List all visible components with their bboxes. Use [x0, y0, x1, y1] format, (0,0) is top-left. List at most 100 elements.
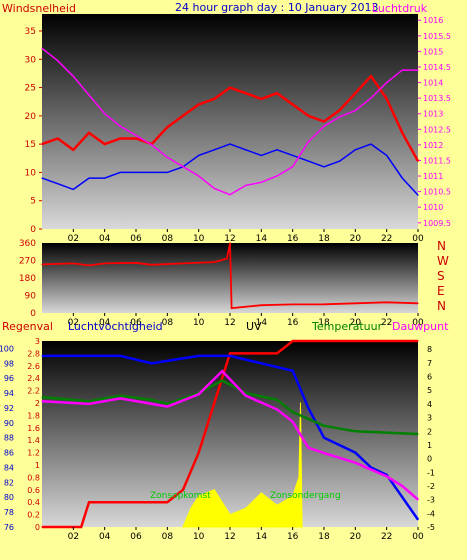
pressure-line-point — [229, 194, 231, 196]
direction-tick-label: 90 — [25, 292, 37, 302]
temperature-line-point — [221, 380, 223, 382]
humidity-line-point — [229, 355, 231, 357]
x-tick-label: 20 — [350, 234, 362, 244]
uv-point — [260, 492, 262, 494]
pressure-tick-label: 1010.5 — [423, 188, 451, 197]
x-tick-label: 14 — [256, 234, 268, 244]
temperature-line-point — [386, 432, 388, 434]
temperature-line-point — [245, 392, 247, 394]
pressure-line-point — [166, 156, 168, 158]
humidity-tick-label: 76 — [4, 523, 14, 532]
wind-tick-label: 20 — [25, 112, 37, 122]
pressure-tick-label: 1011 — [423, 172, 443, 181]
rain-tick-label: 2 — [35, 399, 40, 408]
temperature-tick-label: -2 — [427, 482, 435, 491]
humidity-line-point — [151, 362, 153, 364]
wind-gust-line-point — [166, 171, 168, 173]
direction-line-point — [72, 262, 74, 264]
rain-tick-label: 0 — [35, 523, 40, 532]
x-tick-label: 08 — [162, 234, 174, 244]
wind-speed-line-point — [57, 137, 59, 140]
wind-tick-label: 0 — [30, 225, 36, 235]
direction-line-point — [151, 264, 153, 266]
temperature-line-point — [166, 403, 168, 405]
humidity-line-point — [401, 496, 403, 498]
uv-point — [299, 402, 302, 404]
pressure-line-point — [292, 166, 294, 168]
x-tick-label: 04 — [99, 318, 111, 328]
wind-gust-line-point — [41, 177, 43, 179]
rain-line-point — [41, 526, 43, 528]
pressure-line-point — [386, 82, 388, 84]
humidity-tick-label: 96 — [4, 374, 14, 383]
rain-tick-label: 1.8 — [27, 411, 40, 420]
compass-label: N — [437, 239, 446, 253]
wind-speed-line-point — [41, 143, 43, 145]
uv-point — [292, 495, 294, 497]
climate-plot-area — [42, 341, 418, 527]
pressure-line-point — [119, 125, 121, 127]
wind-gust-line-point — [386, 154, 388, 156]
x-tick-label: 08 — [162, 532, 174, 542]
sunrise-label: Zonsopkomst — [150, 491, 211, 501]
uv-axis-label: UV — [246, 320, 262, 333]
wind-gust-line-point — [245, 149, 247, 151]
x-tick-label: 16 — [287, 318, 299, 328]
uv-point — [182, 526, 184, 528]
pressure-line-point — [182, 166, 184, 168]
wind-gust-line-point — [151, 171, 153, 173]
x-tick-label: 16 — [287, 234, 299, 244]
temperature-line-point — [151, 399, 153, 401]
wind-speed-line-point — [166, 126, 168, 128]
pressure-tick-label: 1013 — [423, 110, 443, 119]
temperature-tick-label: 8 — [427, 345, 432, 354]
direction-tick-label: 270 — [19, 257, 36, 267]
wind-gust-line-point — [104, 177, 106, 179]
dewpoint-line-point — [88, 403, 90, 405]
x-tick-label: 10 — [193, 318, 205, 328]
climate-chart: 0 0.2 0.4 0.6 0.8 1 1.2 1.4 1.6 1.8 2 2.2 2.4 2.6 2.8 3… — [0, 337, 435, 542]
temperature-tick-label: 4 — [427, 400, 432, 409]
rain-line-point — [80, 526, 82, 528]
rain-tick-label: 0.4 — [27, 498, 40, 507]
pressure-line-point — [354, 110, 356, 112]
dewpoint-line-point — [292, 421, 294, 423]
humidity-tick-label: 98 — [4, 359, 14, 368]
pressure-line-point — [104, 113, 106, 115]
x-tick-label: 14 — [256, 532, 268, 542]
rain-line-point — [276, 352, 278, 354]
temperature-line-point — [276, 399, 278, 401]
uv-point — [213, 489, 215, 491]
humidity-line-point — [198, 355, 200, 357]
direction-line-point — [226, 258, 228, 260]
temperature-tick-label: 6 — [427, 373, 432, 382]
pressure-line-point — [57, 60, 59, 62]
humidity-line-point — [323, 437, 325, 439]
rain-axis-label: Regenval — [2, 320, 53, 333]
dewpoint-line-point — [307, 447, 309, 449]
x-tick-label: 06 — [130, 318, 142, 328]
pressure-line-point — [307, 141, 309, 143]
wind-speed-line-point — [417, 160, 419, 162]
pressure-line-point — [88, 94, 90, 96]
rain-tick-label: 0.6 — [27, 486, 40, 495]
wind-speed-line-point — [386, 98, 388, 100]
humidity-line-point — [370, 466, 372, 469]
x-tick-label: 22 — [381, 532, 392, 542]
temperature-tick-label: -5 — [427, 523, 435, 532]
humidity-tick-label: 90 — [4, 419, 14, 428]
temperature-tick-label: -1 — [427, 468, 435, 477]
wind-axis-label: Windsnelheid — [2, 2, 76, 15]
wind-gust-line-point — [57, 183, 59, 185]
x-tick-label: 02 — [68, 318, 79, 328]
wind-tick-label: 10 — [25, 168, 37, 178]
x-tick-label: 12 — [224, 234, 235, 244]
rain-tick-label: 0.8 — [27, 473, 40, 482]
temperature-line-point — [323, 425, 325, 427]
rain-line-point — [166, 501, 168, 503]
wind-speed-line-point — [260, 98, 262, 100]
temperature-tick-label: 3 — [427, 414, 432, 423]
wind-speed-line-point — [276, 92, 278, 94]
